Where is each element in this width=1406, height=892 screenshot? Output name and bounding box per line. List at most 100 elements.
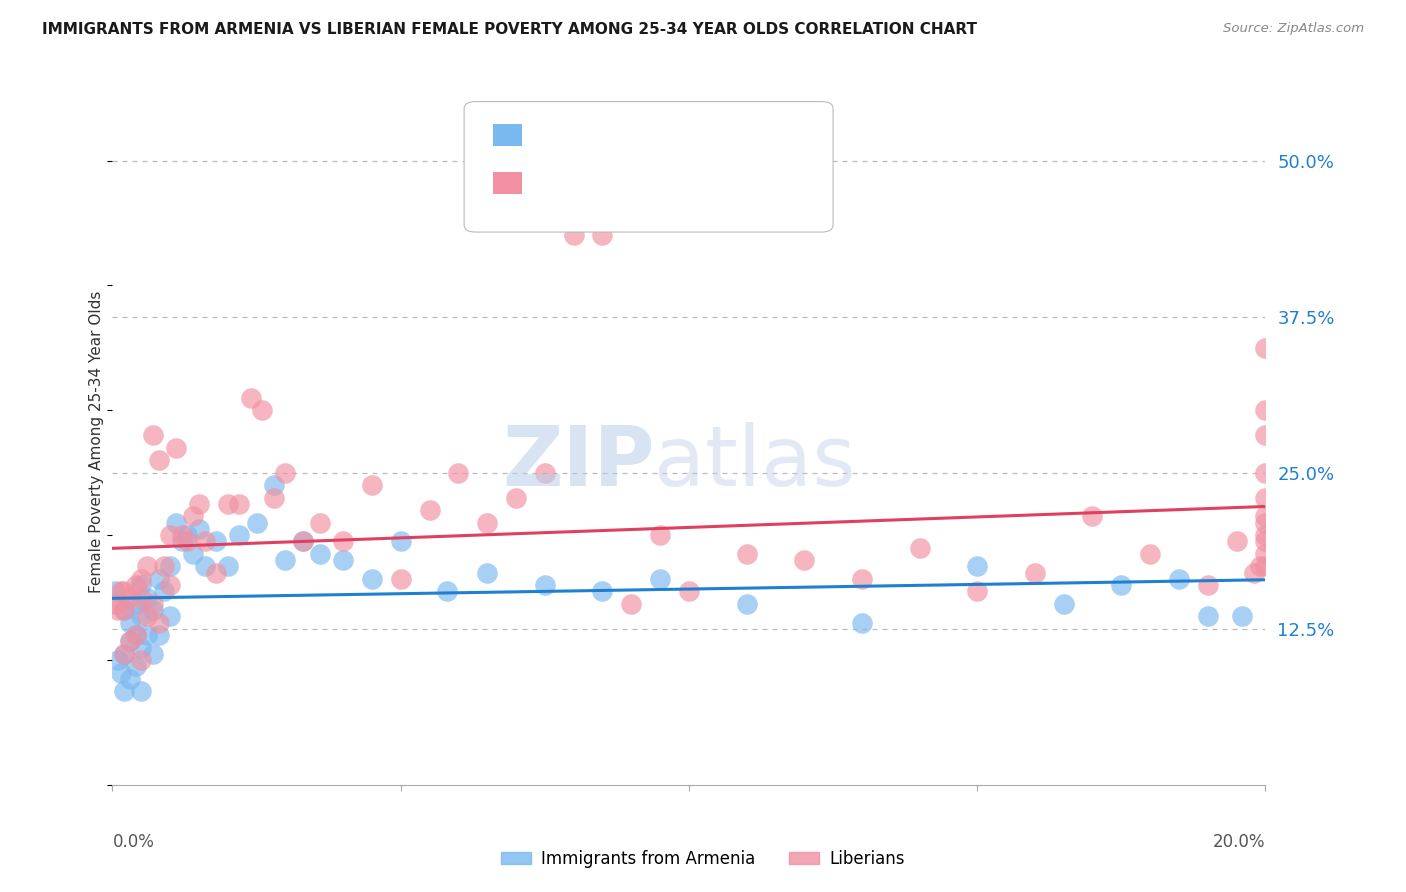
Point [620,597,643,611]
Point [129,653,153,667]
Text: 20.0%: 20.0% [1213,833,1265,851]
Point [1197,578,1219,592]
Text: 0.0%: 0.0% [112,833,155,851]
Text: N = 55: N = 55 [679,121,741,139]
Point [129,640,153,655]
Point [118,634,141,648]
Point [181,547,204,561]
Point [1254,491,1277,505]
FancyBboxPatch shape [464,102,832,232]
Point [159,559,181,574]
Point [124,628,146,642]
Point [533,578,555,592]
Point [1254,403,1277,417]
Point [263,478,285,492]
Point [1254,428,1277,442]
Point [112,603,135,617]
Point [533,466,555,480]
Point [360,478,382,492]
Text: ZIP: ZIP [502,422,654,503]
Point [966,584,988,599]
Point [1254,516,1277,530]
Point [129,572,153,586]
Point [1254,466,1277,480]
Point [118,615,141,630]
Text: R = 0.347: R = 0.347 [540,169,631,187]
Point [228,528,250,542]
Point [124,597,146,611]
Point [118,591,141,605]
Point [118,634,141,648]
Point [447,466,470,480]
Text: R = 0.002: R = 0.002 [540,121,630,139]
Point [165,516,187,530]
Point [389,572,412,586]
Text: N = 73: N = 73 [679,169,741,187]
Point [142,647,165,661]
Point [291,534,314,549]
Point [124,659,146,673]
Point [309,547,332,561]
Point [153,559,176,574]
Point [436,584,458,599]
Point [107,653,129,667]
Point [217,497,239,511]
Point [1249,559,1271,574]
Point [124,628,146,642]
Point [112,584,135,599]
Point [136,609,159,624]
Point [129,578,153,592]
Point [1197,609,1219,624]
Point [1052,597,1074,611]
Point [194,559,217,574]
Point [851,572,873,586]
Point [194,534,217,549]
Point [475,516,498,530]
Point [648,572,672,586]
Point [966,559,988,574]
Point [170,528,193,542]
Point [129,609,153,624]
Point [112,647,135,661]
Point [332,534,354,549]
Point [181,509,204,524]
Point [148,572,170,586]
Point [360,572,382,586]
Point [159,528,181,542]
Point [245,516,267,530]
Point [1111,578,1133,592]
FancyBboxPatch shape [494,124,522,146]
Point [1243,566,1265,580]
Point [735,547,758,561]
Point [142,597,165,611]
Point [136,628,159,642]
Point [1254,534,1277,549]
Point [419,503,441,517]
Point [1226,534,1249,549]
Point [1167,572,1189,586]
Point [291,534,314,549]
Point [735,597,758,611]
FancyBboxPatch shape [494,172,522,194]
Point [205,534,228,549]
Point [148,628,170,642]
Point [159,609,181,624]
Point [176,534,198,549]
Point [1254,509,1277,524]
Point [124,578,146,592]
Point [188,522,211,536]
Point [228,497,250,511]
Point [1254,547,1277,561]
Point [592,584,614,599]
Point [142,603,165,617]
Point [1254,559,1277,574]
Point [129,591,153,605]
Point [188,497,211,511]
Point [148,615,170,630]
Point [332,553,354,567]
Text: Source: ZipAtlas.com: Source: ZipAtlas.com [1223,22,1364,36]
Point [389,534,412,549]
Point [112,647,135,661]
Point [148,453,170,467]
Point [104,584,127,599]
